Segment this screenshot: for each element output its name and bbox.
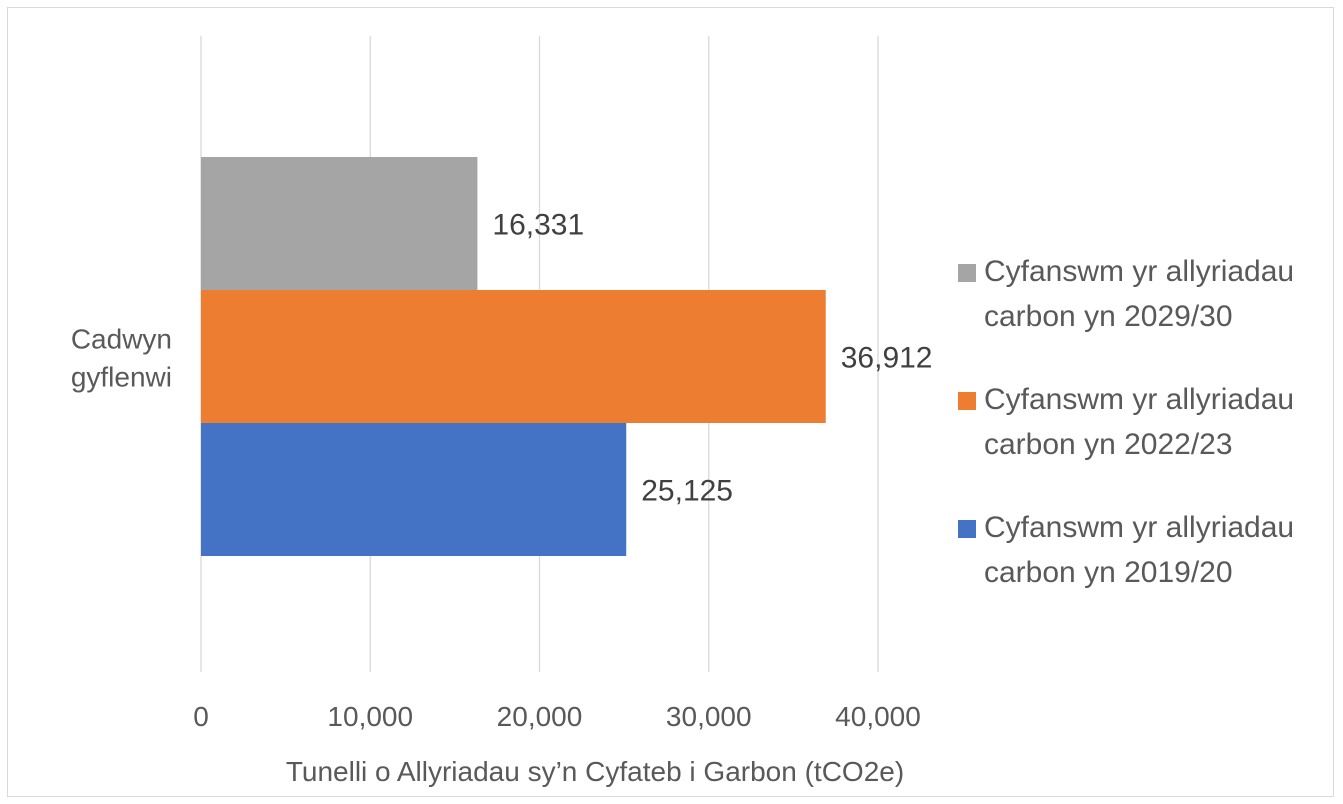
data-label: 36,912 xyxy=(841,342,933,375)
bars xyxy=(201,157,826,556)
x-axis-title: Tunelli o Allyriadau sy’n Cyfateb i Garb… xyxy=(286,756,904,787)
data-label: 25,125 xyxy=(641,475,733,508)
x-tick-labels: 0 10,000 20,000 30,000 40,000 xyxy=(193,701,921,732)
legend-swatch xyxy=(958,392,976,410)
legend-label: Cyfanswm yr allyriadau carbon yn 2029/30 xyxy=(984,255,1294,333)
bar-2029-30 xyxy=(201,157,478,290)
category-label: Cadwyn gyflenwi xyxy=(71,324,172,393)
legend-label: Cyfanswm yr allyriadau carbon yn 2019/20 xyxy=(984,511,1294,589)
bar-2019-20 xyxy=(201,423,627,556)
legend-swatch xyxy=(958,520,976,538)
x-tick-label: 0 xyxy=(193,701,209,732)
legend: Cyfanswm yr allyriadau carbon yn 2029/30 C… xyxy=(958,255,1294,589)
bar-2022-23 xyxy=(201,290,826,423)
legend-label: Cyfanswm yr allyriadau carbon yn 2022/23 xyxy=(984,383,1294,461)
x-tick-label: 30,000 xyxy=(666,701,752,732)
x-tick-label: 20,000 xyxy=(497,701,583,732)
data-labels: 16,331 36,912 25,125 xyxy=(492,209,932,508)
data-label: 16,331 xyxy=(492,209,584,242)
x-tick-label: 10,000 xyxy=(327,701,413,732)
legend-swatch xyxy=(958,264,976,282)
x-tick-label: 40,000 xyxy=(835,701,921,732)
